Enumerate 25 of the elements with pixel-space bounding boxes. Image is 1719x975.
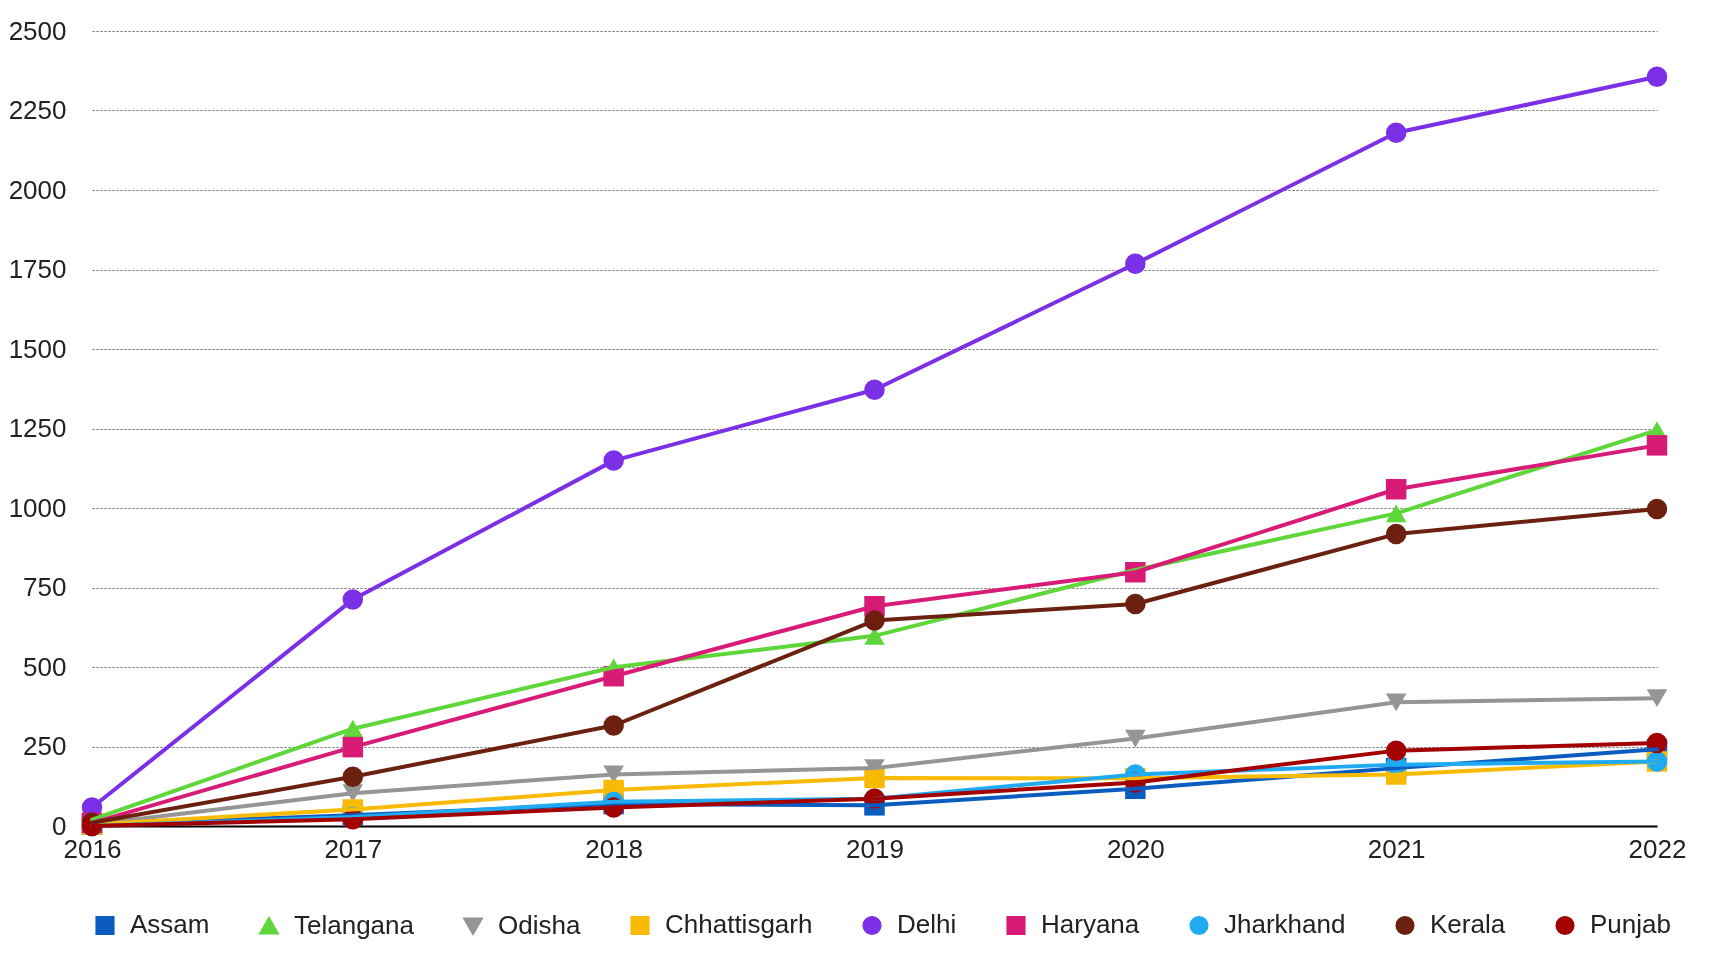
x-tick-label: 2020	[1106, 833, 1165, 864]
legend-label: Telangana	[294, 910, 415, 940]
y-tick-label: 1000	[8, 492, 67, 523]
y-tick-label: 2500	[8, 15, 67, 46]
x-tick-label: 2018	[585, 833, 644, 864]
y-tick-label: 2250	[8, 95, 67, 125]
y-tick-label: 1500	[8, 333, 67, 364]
x-tick-label: 2019	[846, 833, 904, 864]
legend-label: Odisha	[498, 910, 581, 940]
legend-label: Delhi	[897, 909, 957, 940]
y-tick-label: 1750	[8, 254, 67, 284]
x-tick-label: 2021	[1367, 833, 1426, 864]
y-tick-label: 2000	[8, 174, 67, 205]
legend-label: Jharkhand	[1224, 909, 1346, 940]
x-tick-label: 2017	[324, 833, 383, 864]
y-tick-label: 1250	[8, 413, 67, 443]
legend-label: Punjab	[1590, 909, 1671, 940]
y-tick-label: 750	[23, 572, 67, 602]
legend-label: Chhattisgarh	[665, 909, 813, 940]
legend-label: Kerala	[1430, 909, 1506, 940]
y-tick-label: 250	[23, 731, 67, 761]
y-tick-label: 500	[23, 651, 67, 682]
legend-label: Haryana	[1041, 909, 1140, 940]
legend-label: Assam	[130, 909, 210, 940]
x-tick-label: 2022	[1628, 833, 1687, 864]
